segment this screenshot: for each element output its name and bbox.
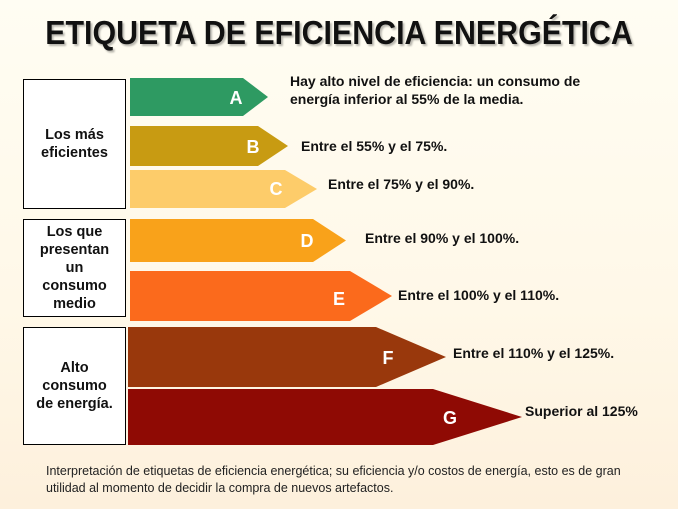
- group-medium-consumption: Los que presentan un consumo medio: [23, 219, 126, 317]
- figure-caption: Interpretación de etiquetas de eficienci…: [46, 464, 621, 495]
- energy-class-d-bar: D: [130, 219, 350, 262]
- energy-class-b-bar: B: [130, 126, 290, 166]
- page-title: ETIQUETA DE EFICIENCIA ENERGÉTICA: [45, 14, 633, 51]
- group-high-consumption: Alto consumo de energía.: [23, 327, 126, 445]
- energy-class-a-description: Hay alto nivel de eficiencia: un consumo…: [290, 73, 581, 107]
- energy-class-g-description: Superior al 125%: [525, 403, 638, 419]
- energy-class-d-description: Entre el 90% y el 100%.: [365, 230, 520, 246]
- energy-class-e-description: Entre el 100% y el 110%.: [398, 287, 560, 303]
- energy-class-letter: C: [270, 179, 283, 199]
- group-label: Los más eficientes: [41, 127, 108, 161]
- group-label: Alto consumo de energía.: [36, 360, 113, 412]
- energy-class-f-bar: F: [128, 327, 450, 387]
- energy-class-letter: B: [247, 137, 260, 157]
- energy-class-g-bar: G: [128, 389, 526, 445]
- energy-class-letter: E: [333, 289, 345, 309]
- energy-class-c-description: Entre el 75% y el 90%.: [328, 176, 475, 192]
- energy-class-a-bar: A: [130, 78, 270, 116]
- energy-class-letter: G: [443, 408, 457, 428]
- energy-class-letter: F: [383, 348, 394, 368]
- energy-class-letter: D: [301, 231, 314, 251]
- energy-class-b-description: Entre el 55% y el 75%.: [301, 138, 448, 154]
- energy-class-f-description: Entre el 110% y el 125%.: [453, 345, 615, 361]
- group-most-efficient: Los más eficientes: [23, 79, 126, 209]
- energy-class-e-bar: E: [130, 271, 395, 321]
- energy-class-c-bar: C: [130, 170, 320, 208]
- energy-class-letter: A: [230, 88, 243, 108]
- group-label: Los que presentan un consumo medio: [39, 224, 110, 312]
